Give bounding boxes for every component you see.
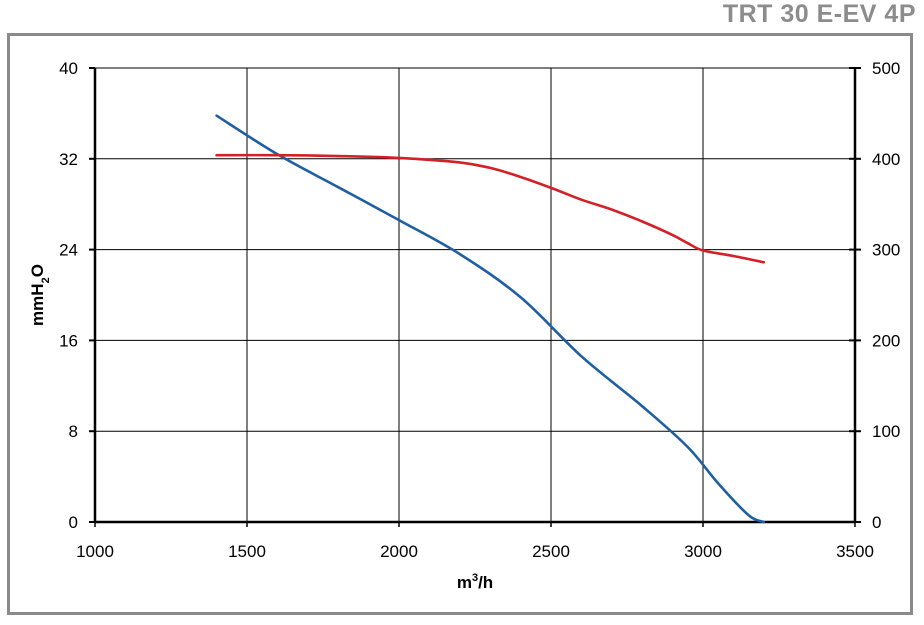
grid: [94, 67, 856, 523]
x-tick-label: 1000: [76, 542, 114, 561]
x-tick-label: 3500: [836, 542, 874, 561]
axes: [89, 67, 861, 527]
y-tick-label: 16: [59, 331, 78, 350]
chart-title: TRT 30 E-EV 4P: [722, 0, 916, 28]
y-tick-label: 40: [59, 59, 78, 78]
x-tick-label: 2000: [380, 542, 418, 561]
chart-frame: [7, 33, 913, 615]
x-tick-label: 1500: [228, 542, 266, 561]
x-axis-label: m3/h: [457, 572, 493, 592]
y-tick-label: 8: [69, 422, 78, 441]
y-tick-label: 0: [69, 513, 78, 532]
y2-tick-label: 300: [872, 241, 900, 260]
y2-tick-label: 100: [872, 422, 900, 441]
y2-tick-label: 0: [872, 513, 881, 532]
x-tick-label: 2500: [532, 542, 570, 561]
y-tick-label: 24: [59, 241, 78, 260]
y-tick-label: 32: [59, 150, 78, 169]
tick-labels: 1000 1500 2000 2500 3000 35000816243240010020…: [59, 59, 900, 561]
y2-tick-label: 400: [872, 150, 900, 169]
x-tick-label: 3000: [684, 542, 722, 561]
y-axis-label: mmH2O: [28, 264, 52, 326]
series-line-blue: [215, 114, 766, 524]
series-group: [215, 114, 766, 524]
y2-tick-label: 500: [872, 59, 900, 78]
series-line-red: [215, 153, 766, 264]
y2-tick-label: 200: [872, 331, 900, 350]
